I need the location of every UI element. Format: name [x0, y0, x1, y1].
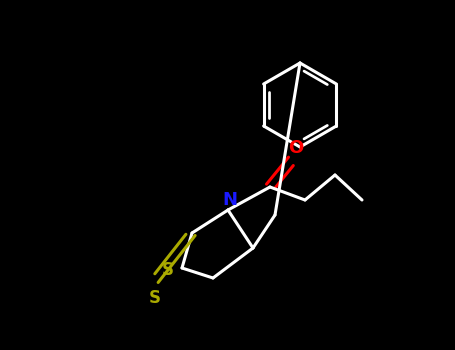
Text: N: N [222, 191, 238, 209]
Text: S: S [162, 261, 174, 279]
Text: O: O [288, 139, 303, 157]
Text: S: S [149, 289, 161, 307]
